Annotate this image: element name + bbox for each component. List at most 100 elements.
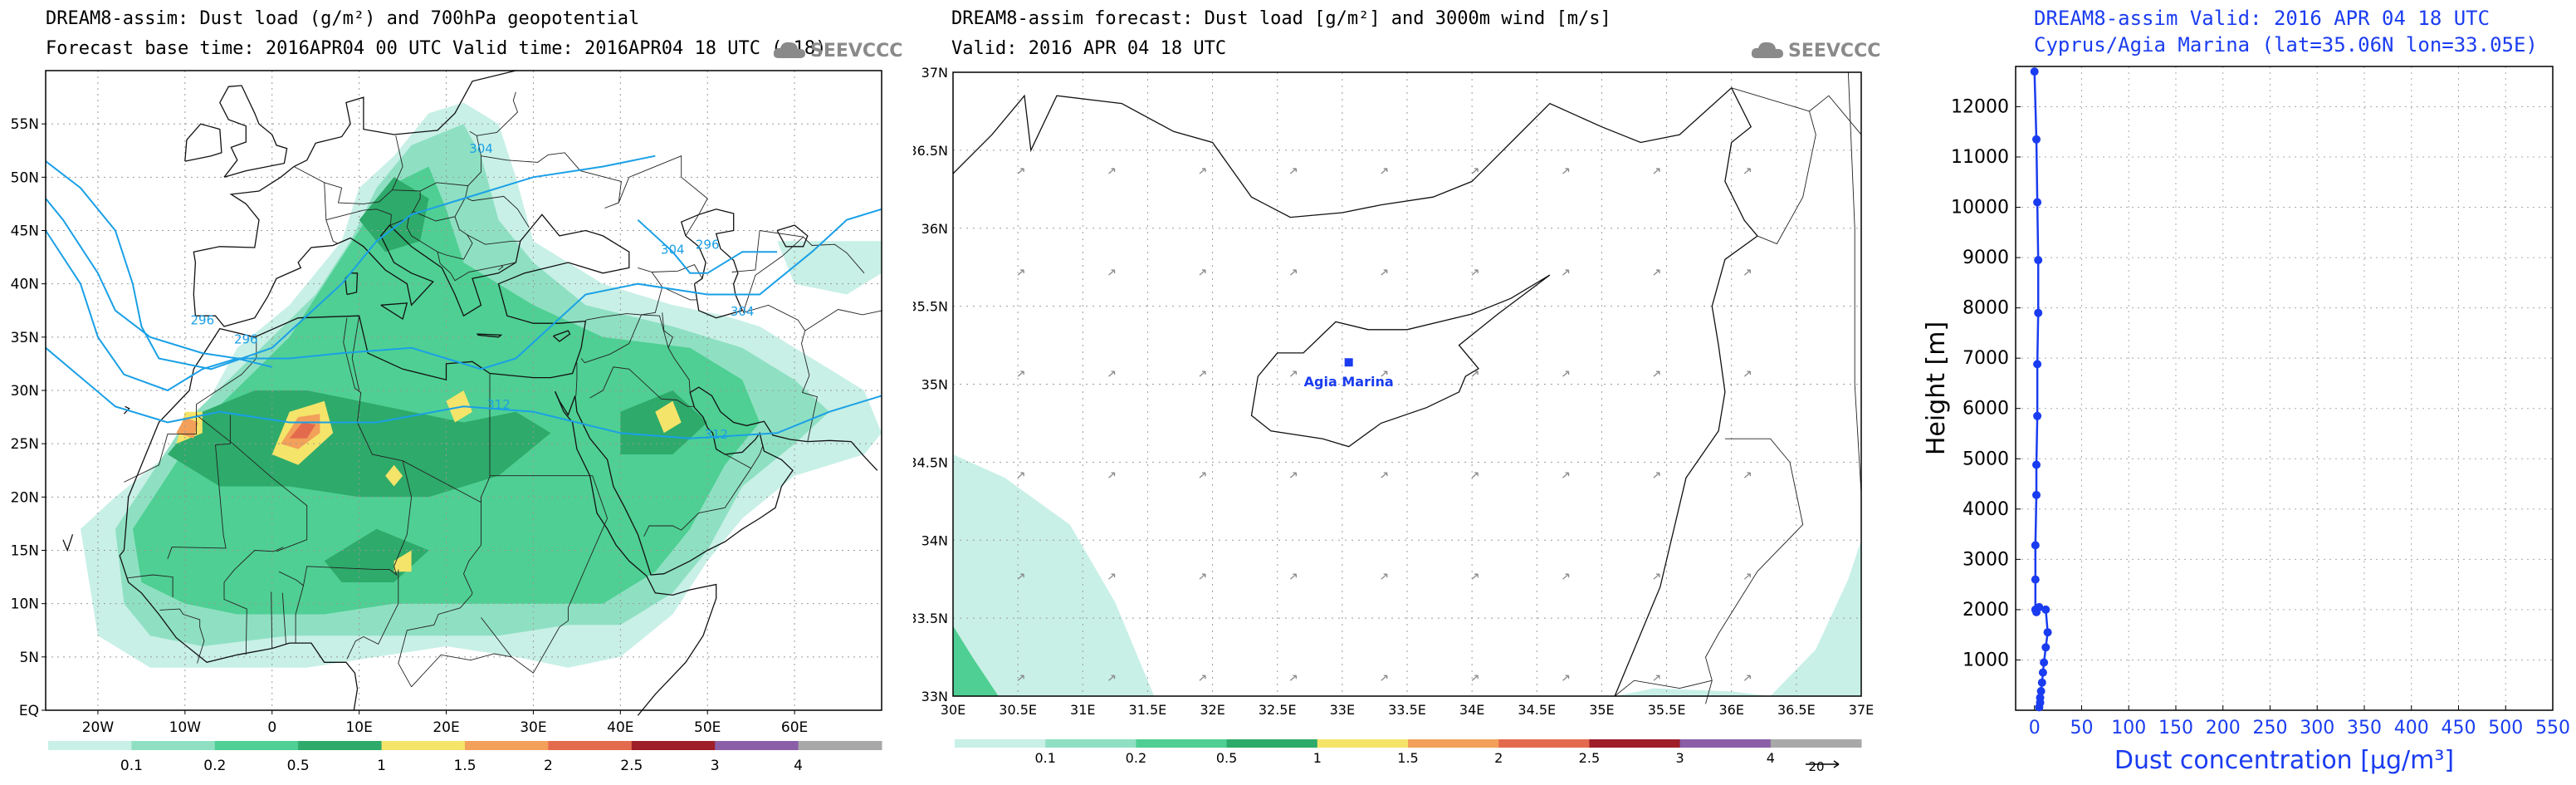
geopotential-contour: [45, 208, 882, 392]
coastline-turkey: [952, 86, 1758, 237]
y-tick-label: 2000: [1963, 600, 2009, 621]
dust-load-map-panel: DREAM8-assim: Dust load (g/m²) and 700hP…: [0, 0, 903, 785]
wind-vector: [1289, 168, 1297, 174]
country-border: [1757, 110, 1816, 245]
contour-label: 296: [696, 237, 720, 252]
coastline: [345, 272, 359, 296]
seevccc-logo: SEEVCCC: [1750, 40, 1880, 61]
y-tick-label: 6000: [1963, 399, 2009, 419]
wind-vector: [1017, 675, 1024, 681]
y-tick-label: 12000: [1951, 96, 2009, 117]
colorbar-label: 0.2: [203, 758, 226, 774]
longitude-tick-label: 33E: [1330, 702, 1355, 718]
longitude-tick-label: 30.5E: [999, 702, 1037, 718]
country-border: [411, 617, 513, 688]
colorbar-label: 3: [711, 758, 720, 774]
geopotential-contour: [45, 198, 272, 368]
coastline: [555, 391, 576, 416]
wind-vector: [1108, 269, 1116, 276]
country-border: [498, 265, 504, 271]
latitude-tick-label: 50N: [11, 169, 39, 186]
colorbar-label: 1: [1313, 750, 1322, 766]
latitude-tick-label: 20N: [11, 489, 39, 506]
wind-vector: [1381, 472, 1388, 478]
longitude-tick-label: 32.5E: [1259, 702, 1297, 718]
longitude-tick-label: 31E: [1070, 702, 1095, 718]
colorbar-swatch: [1408, 739, 1499, 748]
contour-label: 312: [704, 427, 728, 442]
profile-point: [2035, 703, 2044, 712]
colorbar-swatch: [465, 741, 549, 750]
longitude-tick-label: 20E: [433, 719, 459, 736]
wind-vector: [1653, 269, 1660, 276]
wind-vector: [1017, 472, 1024, 478]
wind-vector: [1289, 472, 1297, 478]
wind-vector: [1471, 370, 1479, 377]
y-tick-label: 8000: [1963, 298, 2009, 319]
colorbar-swatch: [1770, 739, 1862, 748]
colorbar-swatch: [1317, 739, 1409, 748]
seevccc-logo-text: SEEVCCC: [1788, 40, 1881, 61]
country-border: [467, 234, 521, 245]
latitude-tick-label: 34.5N: [913, 454, 948, 470]
wind-vector: [1381, 675, 1388, 681]
country-border: [604, 155, 708, 237]
wind-vector: [1199, 573, 1206, 580]
dust-shading-5: [359, 177, 429, 253]
country-border: [437, 216, 473, 260]
colorbar-label: 0.2: [1126, 750, 1146, 766]
coastline: [123, 405, 130, 415]
colorbar-swatch: [1589, 739, 1681, 748]
y-tick-label: 4000: [1963, 499, 2009, 520]
country-border: [481, 152, 622, 204]
cloud-icon: [773, 42, 805, 58]
colorbar-label: 0.1: [120, 758, 143, 774]
wind-reference-label: 20: [1808, 759, 1824, 774]
colorbar-label: 0.5: [287, 758, 310, 774]
colorbar-label: 1.5: [453, 758, 476, 774]
latitude-tick-label: EQ: [19, 703, 39, 719]
dust-shading-se: [1770, 540, 1861, 696]
country-border: [343, 317, 403, 462]
profile-point: [2033, 411, 2042, 420]
profile-point: [2031, 541, 2040, 550]
country-border: [1705, 438, 1804, 681]
dust-profile-chart: 1000200030004000500060007000800090001000…: [1922, 66, 2570, 775]
wind-vector: [1017, 370, 1024, 377]
cyprus-dust-map: Agia Marina37N36.5N36N35.5N35N34.5N34N33…: [913, 65, 1874, 774]
wind-reference-arrow: [1806, 760, 1840, 768]
panel3-title: DREAM8-assim Valid: 2016 APR 04 18 UTC: [2034, 7, 2490, 30]
y-tick-label: 1000: [1963, 650, 2009, 670]
country-border: [271, 591, 273, 649]
longitude-tick-label: 34.5E: [1518, 702, 1556, 718]
coastline: [219, 85, 288, 178]
colorbar-label: 2: [544, 758, 553, 774]
colorbar-label: 1: [377, 758, 386, 774]
colorbar-label: 2.5: [1579, 750, 1600, 766]
panel1-title: DREAM8-assim: Dust load (g/m²) and 700hP…: [46, 8, 640, 29]
dust-shading-11: [655, 400, 682, 434]
wind-vector: [1108, 675, 1116, 681]
latitude-tick-label: 35N: [921, 377, 948, 393]
latitude-tick-label: 36.5N: [913, 143, 948, 159]
longitude-tick-label: 35E: [1589, 702, 1614, 718]
wind-vector: [1199, 472, 1206, 478]
dust-shading-1: [777, 241, 882, 295]
coastline: [184, 123, 222, 162]
coastline: [62, 534, 74, 552]
dust-load-map: 30429629630431231229630455N50N45N40N35N3…: [11, 70, 883, 774]
country-border: [281, 592, 286, 645]
colorbar-label: 3: [1676, 750, 1684, 766]
colorbar-label: 1.5: [1397, 750, 1418, 766]
wind-vector: [1743, 370, 1751, 377]
profile-point: [2031, 575, 2040, 584]
wind-vector: [1471, 168, 1479, 174]
country-border: [575, 362, 578, 396]
wind-vector: [1199, 269, 1206, 276]
y-axis-label: Height [m]: [1922, 321, 1951, 455]
colorbar-swatch: [381, 741, 466, 750]
country-border: [126, 574, 174, 597]
longitude-tick-label: 20W: [82, 719, 115, 736]
y-tick-label: 9000: [1963, 248, 2009, 268]
contour-label: 304: [661, 243, 685, 258]
